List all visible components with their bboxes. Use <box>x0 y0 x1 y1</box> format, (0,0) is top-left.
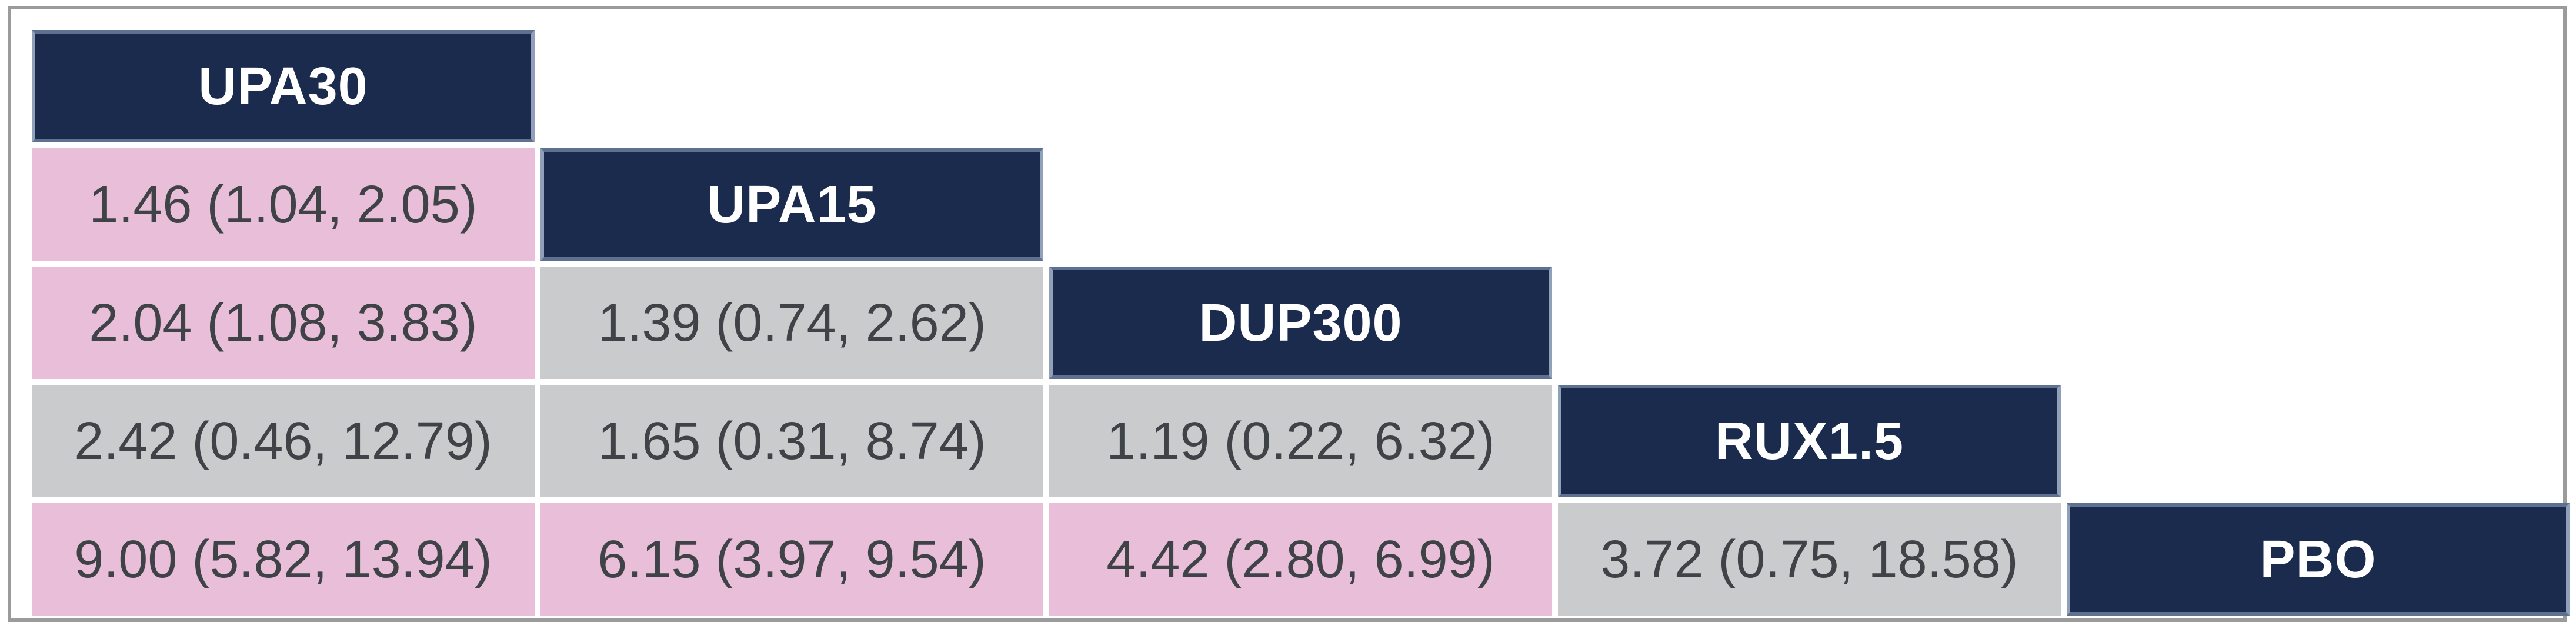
comparison-cell-pbo-vs-upa30: 9.00 (5.82, 13.94) <box>32 503 535 616</box>
comparison-cell-dup300-vs-upa15: 1.39 (0.74, 2.62) <box>540 267 1043 379</box>
comparison-cell-upa15-vs-upa30: 1.46 (1.04, 2.05) <box>32 148 535 261</box>
treatment-header-pbo: PBO <box>2067 503 2570 616</box>
comparison-cell-pbo-vs-upa15: 6.15 (3.97, 9.54) <box>540 503 1043 616</box>
comparison-cell-pbo-vs-rux1-5: 3.72 (0.75, 18.58) <box>1558 503 2061 616</box>
comparison-cell-pbo-vs-dup300: 4.42 (2.80, 6.99) <box>1049 503 1552 616</box>
comparison-cell-rux1-5-vs-dup300: 1.19 (0.22, 6.32) <box>1049 385 1552 497</box>
treatment-header-dup300: DUP300 <box>1049 267 1552 379</box>
comparison-cell-rux1-5-vs-upa15: 1.65 (0.31, 8.74) <box>540 385 1043 497</box>
treatment-header-upa30: UPA30 <box>32 30 535 142</box>
league-table: UPA30 1.46 (1.04, 2.05) UPA15 2.04 (1.08… <box>32 30 2570 616</box>
treatment-header-upa15: UPA15 <box>540 148 1043 261</box>
treatment-header-rux1-5: RUX1.5 <box>1558 385 2061 497</box>
comparison-cell-rux1-5-vs-upa30: 2.42 (0.46, 12.79) <box>32 385 535 497</box>
comparison-cell-dup300-vs-upa30: 2.04 (1.08, 3.83) <box>32 267 535 379</box>
figure-frame: UPA30 1.46 (1.04, 2.05) UPA15 2.04 (1.08… <box>8 6 2570 622</box>
